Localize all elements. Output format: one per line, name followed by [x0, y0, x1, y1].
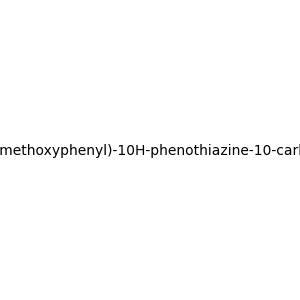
Text: N-(3,4-dimethoxyphenyl)-10H-phenothiazine-10-carboxamide: N-(3,4-dimethoxyphenyl)-10H-phenothiazin…: [0, 145, 300, 158]
